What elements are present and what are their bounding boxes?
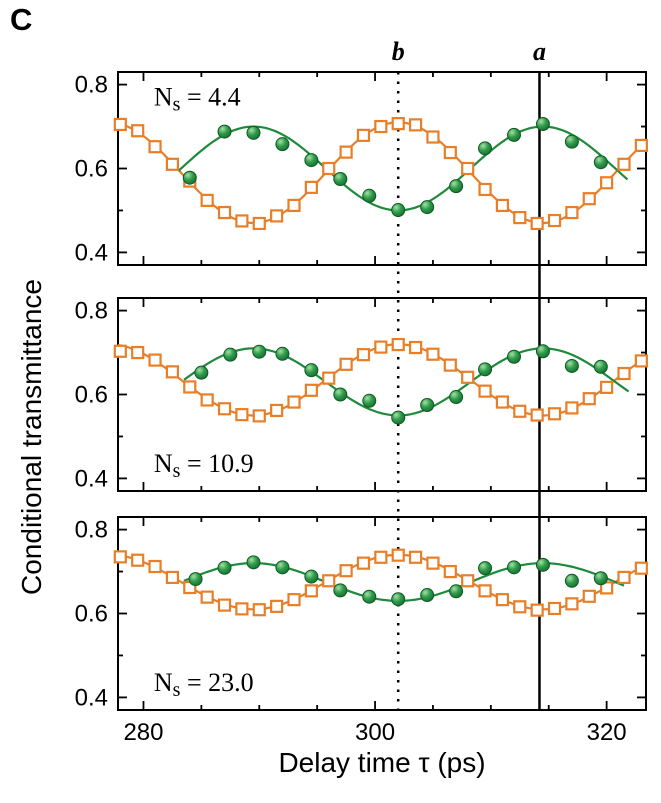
subplot-3: 0.8 0.6 0.4 280 300 320 Ns = 23.0 (75, 516, 647, 746)
series-green-filled-circles (194, 344, 608, 425)
y-axis-title: Conditional transmittance (16, 279, 47, 595)
y-tick-label: 0.6 (75, 156, 108, 183)
y-tick-label: 0.6 (75, 601, 108, 628)
fit-curve-green-filled-circles (183, 562, 625, 602)
subplot-1: 0.8 0.6 0.4 Ns = 4.4 (75, 71, 647, 266)
ns-label: Ns = 23.0 (154, 668, 254, 701)
x-tick-label: 280 (123, 719, 163, 746)
ns-label: Ns = 4.4 (154, 82, 241, 115)
fit-curve-green-filled-circles (177, 125, 629, 212)
y-tick-label: 0.4 (75, 684, 108, 711)
series-green-filled-circles (188, 555, 608, 607)
subplot-2: 0.8 0.6 0.4 Ns = 10.9 (75, 297, 647, 492)
ns-label: Ns = 10.9 (154, 449, 254, 482)
y-tick-label: 0.8 (75, 72, 108, 99)
x-tick-label: 320 (587, 719, 627, 746)
series-green-filled-circles (182, 117, 608, 218)
series-orange-open-squares (113, 337, 648, 423)
y-tick-label: 0.4 (75, 465, 108, 492)
x-tick-label: 300 (355, 719, 395, 746)
series-orange-open-squares (113, 117, 648, 231)
y-tick-label: 0.8 (75, 517, 108, 544)
panel-letter: C (10, 2, 33, 37)
fit-curve-green-filled-circles (183, 347, 630, 417)
y-tick-label: 0.8 (75, 298, 108, 325)
y-tick-label: 0.4 (75, 239, 108, 266)
vline-label-a: a (533, 37, 546, 66)
series-orange-open-squares (113, 548, 648, 617)
y-tick-label: 0.6 (75, 382, 108, 409)
vline-label-b: b (392, 37, 405, 66)
x-axis-title: Delay time τ (ps) (278, 747, 486, 778)
